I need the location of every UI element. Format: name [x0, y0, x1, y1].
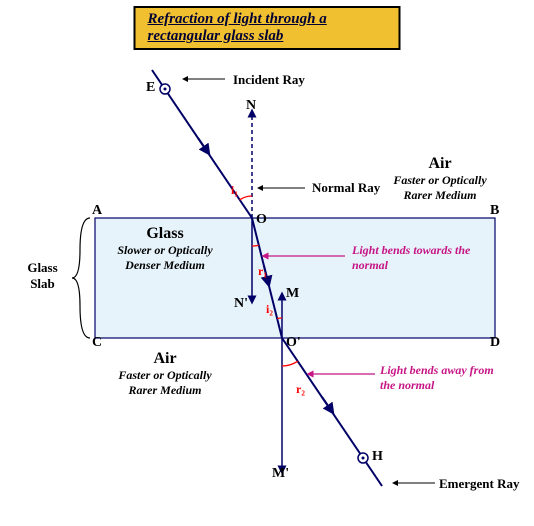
- glass-slab-brace: [72, 218, 90, 338]
- air-bot-title: Air: [110, 350, 220, 368]
- pt-M: M: [286, 286, 299, 302]
- pt-D: D: [490, 335, 500, 351]
- glass-slab-label: Glass Slab: [20, 260, 65, 292]
- angle-r2: [282, 361, 298, 366]
- glass-block: Glass Slower or Optically Denser Medium: [110, 225, 220, 273]
- pt-B: B: [490, 203, 499, 219]
- angle-r2-label: r₂: [296, 382, 305, 397]
- pt-O: O: [256, 212, 267, 228]
- angle-i1: [240, 196, 252, 200]
- air-top-desc: Faster or Optically Rarer Medium: [385, 173, 495, 203]
- pt-N: N: [246, 98, 256, 114]
- bend-away-label: Light bends away from the normal: [380, 363, 510, 393]
- emergent-ray-label: Emergent Ray: [439, 476, 520, 492]
- normal-ray-label: Normal Ray: [312, 180, 380, 196]
- pt-A: A: [92, 203, 102, 219]
- pt-Mp: M': [272, 466, 289, 482]
- pt-C: C: [92, 335, 102, 351]
- emergent-ray: [282, 338, 382, 486]
- angle-i2: [277, 318, 282, 319]
- incident-ray-label: Incident Ray: [233, 72, 305, 88]
- diagram-canvas: [0, 40, 534, 521]
- glass-desc: Slower or Optically Denser Medium: [110, 243, 220, 273]
- pt-H: H: [372, 449, 383, 465]
- angle-i1-label: i₁: [231, 183, 238, 198]
- pt-Op: O': [286, 335, 301, 351]
- bend-toward-label: Light bends towards the normal: [352, 243, 482, 273]
- pt-E: E: [146, 80, 155, 96]
- angle-r1-label: r₁: [258, 264, 267, 279]
- air-bot-block: Air Faster or Optically Rarer Medium: [110, 350, 220, 398]
- pt-Np: N': [234, 296, 248, 312]
- air-top-title: Air: [385, 155, 495, 173]
- glass-title: Glass: [110, 225, 220, 243]
- air-top-block: Air Faster or Optically Rarer Medium: [385, 155, 495, 203]
- angle-i2-label: i₂: [266, 302, 273, 317]
- air-bot-desc: Faster or Optically Rarer Medium: [110, 368, 220, 398]
